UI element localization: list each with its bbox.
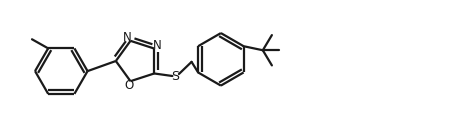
Text: N: N	[153, 39, 162, 51]
Text: N: N	[123, 31, 131, 44]
Text: O: O	[124, 79, 134, 92]
Text: S: S	[171, 69, 179, 83]
